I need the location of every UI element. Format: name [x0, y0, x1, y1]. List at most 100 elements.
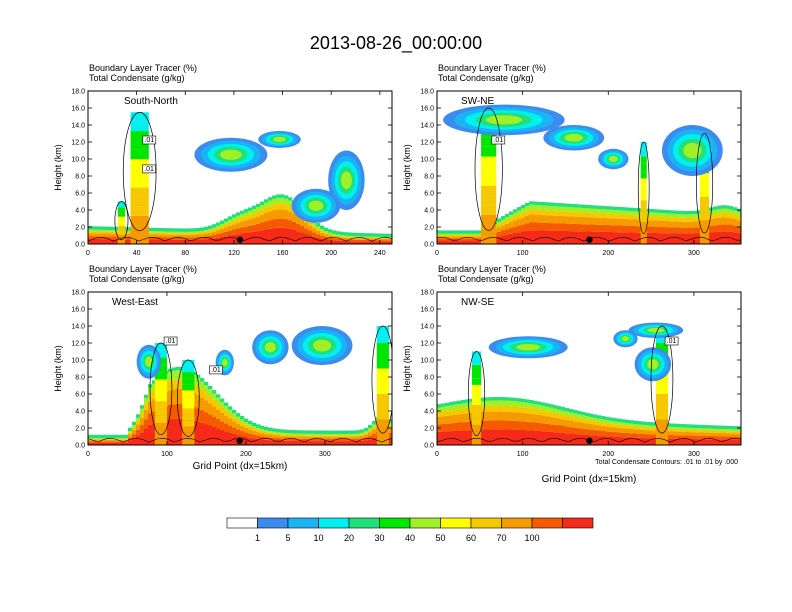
colorbar-label: 40 — [405, 533, 415, 543]
y-axis-label: Height (km) — [402, 144, 412, 191]
panel-subtitle: Total Condensate (g/kg) — [89, 274, 185, 284]
y-tick-label: 12.0 — [71, 341, 85, 348]
colorbar-swatch — [562, 517, 594, 529]
plot-frame — [87, 291, 393, 446]
panel-label: NW-SE — [461, 297, 494, 308]
panel-sw-ne: .01 0.0 2.0 4.0 6.0 8.0 10.0 12.0 14.0 16.0 18.0 0 1… — [402, 63, 742, 257]
y-tick-label: 4.0 — [75, 208, 85, 215]
panel-subtitle: Boundary Layer Tracer (%) — [89, 63, 197, 73]
colorbar-swatch — [440, 517, 472, 529]
y-tick-label: 6.0 — [75, 392, 85, 399]
y-tick-label: 2.0 — [75, 426, 85, 433]
panels: .01 .01 0.0 2.0 4.0 6.0 8.0 10.0 12.0 14.0 16.0 18.… — [53, 63, 742, 485]
x-axis-label: Grid Point (dx=15km) — [193, 461, 288, 472]
colorbar-swatch — [470, 517, 502, 529]
y-tick-label: 0.0 — [75, 242, 85, 249]
y-tick-label: 16.0 — [71, 307, 85, 314]
x-tick-label: 100 — [517, 451, 529, 458]
colorbar-swatch — [379, 517, 411, 529]
tracer-field — [437, 91, 741, 244]
y-tick-label: 16.0 — [420, 106, 434, 113]
colorbar-swatch — [257, 517, 289, 529]
y-tick-label: 12.0 — [420, 341, 434, 348]
x-tick-label: 80 — [181, 250, 189, 257]
y-tick-label: 2.0 — [75, 225, 85, 232]
colorbar-label: 30 — [374, 533, 384, 543]
x-tick-label: 100 — [161, 451, 173, 458]
colorbar-label: 100 — [524, 533, 539, 543]
x-tick-label: 200 — [325, 250, 337, 257]
contour-label: .01 — [667, 338, 677, 345]
location-marker — [586, 236, 593, 243]
panel-subtitle: Total Condensate (g/kg) — [438, 274, 534, 284]
x-tick-label: 200 — [602, 250, 614, 257]
y-axis-label: Height (km) — [402, 345, 412, 392]
panel-nw-se: .01 0.0 2.0 4.0 6.0 8.0 10.0 12.0 14.0 16.0 18.0 0 1… — [402, 264, 742, 485]
plot-frame — [87, 90, 393, 245]
y-tick-label: 8.0 — [75, 174, 85, 181]
colorbar-label: 60 — [466, 533, 476, 543]
y-tick-label: 14.0 — [71, 324, 85, 331]
x-tick-label: 0 — [86, 250, 90, 257]
y-tick-label: 16.0 — [420, 307, 434, 314]
y-tick-label: 10.0 — [420, 358, 434, 365]
colorbar-swatch — [501, 517, 533, 529]
colorbar-swatch — [348, 517, 380, 529]
x-tick-label: 160 — [277, 250, 289, 257]
x-tick-label: 300 — [688, 250, 700, 257]
x-tick-label: 0 — [435, 250, 439, 257]
y-tick-label: 10.0 — [71, 358, 85, 365]
panel-subtitle: Total Condensate (g/kg) — [438, 73, 534, 83]
x-tick-label: 200 — [602, 451, 614, 458]
y-axis-label: Height (km) — [53, 144, 63, 191]
contour-label: .01 — [166, 338, 176, 345]
y-tick-label: 14.0 — [71, 123, 85, 130]
panel-subtitle: Total Condensate (g/kg) — [89, 73, 185, 83]
x-tick-label: 0 — [86, 451, 90, 458]
tracer-field — [437, 292, 741, 445]
panel-label: South-North — [124, 96, 178, 107]
colorbar-label: 70 — [496, 533, 506, 543]
y-tick-label: 4.0 — [424, 409, 434, 416]
plot-frame — [436, 291, 742, 446]
x-tick-label: 200 — [240, 451, 252, 458]
contour-label: .01 — [211, 367, 221, 374]
x-tick-label: 120 — [228, 250, 240, 257]
x-tick-label: 300 — [319, 451, 331, 458]
contour-label: .01 — [144, 166, 154, 173]
location-marker — [236, 236, 244, 243]
y-tick-label: 0.0 — [424, 443, 434, 450]
y-tick-label: 10.0 — [71, 157, 85, 164]
x-axis-label: Grid Point (dx=15km) — [542, 474, 637, 485]
y-tick-label: 8.0 — [424, 375, 434, 382]
y-axis-label: Height (km) — [53, 345, 63, 392]
y-tick-label: 0.0 — [424, 242, 434, 249]
colorbar-swatch — [531, 517, 563, 529]
location-marker — [586, 437, 593, 444]
colorbar-swatch — [409, 517, 441, 529]
colorbar-swatch — [318, 517, 350, 529]
panel-label: West-East — [112, 297, 158, 308]
y-tick-label: 6.0 — [424, 392, 434, 399]
colorbar-label: 1 — [255, 533, 260, 543]
panel-label: SW-NE — [461, 96, 494, 107]
y-tick-label: 4.0 — [424, 208, 434, 215]
y-tick-label: 18.0 — [71, 290, 85, 297]
colorbar-label: 5 — [285, 533, 290, 543]
colorbar: 1 5 10 20 30 40 50 60 70 100 — [226, 517, 594, 543]
tracer-field — [88, 91, 392, 244]
y-tick-label: 18.0 — [420, 89, 434, 96]
colorbar-label: 20 — [344, 533, 354, 543]
colorbar-swatch — [287, 517, 319, 529]
y-tick-label: 6.0 — [424, 191, 434, 198]
x-tick-label: 100 — [517, 250, 529, 257]
panel-west-east: .01 .01 0.0 2.0 4.0 6.0 8.0 10.0 12.0 14.0 16.0 18.… — [53, 264, 393, 472]
panel-subtitle: Boundary Layer Tracer (%) — [438, 264, 546, 274]
x-tick-label: 300 — [688, 451, 700, 458]
y-tick-label: 6.0 — [75, 191, 85, 198]
y-tick-label: 0.0 — [75, 443, 85, 450]
x-tick-label: 0 — [435, 451, 439, 458]
x-tick-label: 240 — [374, 250, 386, 257]
x-tick-label: 40 — [133, 250, 141, 257]
